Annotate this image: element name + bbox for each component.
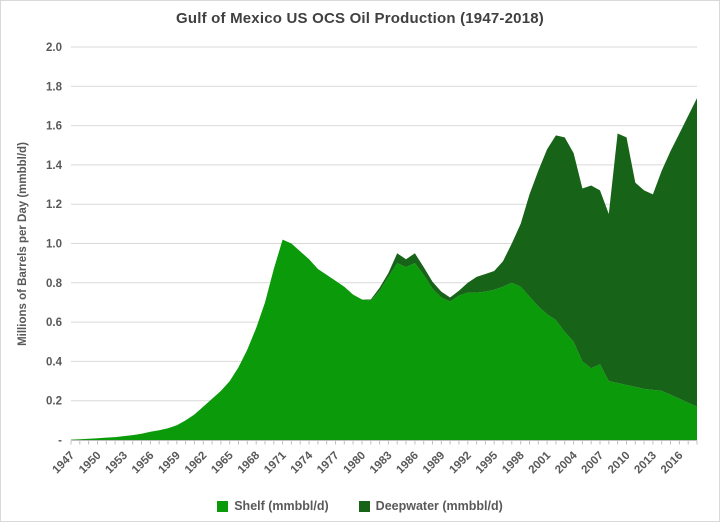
legend-label-shelf: Shelf (mmbbl/d) [234,499,329,513]
legend-swatch-deepwater [358,500,370,512]
svg-text:2013: 2013 [632,450,659,477]
legend-label-deepwater: Deepwater (mmbbl/d) [375,499,503,513]
svg-text:0.8: 0.8 [46,278,63,290]
svg-text:1.0: 1.0 [46,239,62,251]
y-tick-labels: - 0.2 0.4 0.6 0.8 1.0 1.2 1.4 1.6 1.8 2.0 [46,42,63,447]
area-shelf [71,239,697,440]
svg-text:1971: 1971 [262,449,289,476]
svg-text:1965: 1965 [209,449,236,476]
svg-text:1947: 1947 [51,450,78,477]
svg-text:0.6: 0.6 [46,317,62,329]
svg-text:1950: 1950 [77,450,104,477]
svg-text:2007: 2007 [580,450,607,477]
svg-text:1998: 1998 [500,449,527,476]
svg-text:1977: 1977 [315,450,342,477]
svg-text:-: - [58,435,62,447]
svg-text:2001: 2001 [527,449,554,476]
svg-text:1980: 1980 [342,450,369,477]
svg-text:1.4: 1.4 [46,160,63,172]
legend-item-shelf: Shelf (mmbbl/d) [217,499,329,513]
svg-text:2004: 2004 [553,449,580,476]
svg-text:1.2: 1.2 [46,199,62,211]
svg-text:0.4: 0.4 [46,356,63,368]
x-axis [70,440,698,445]
svg-text:1983: 1983 [368,450,395,477]
svg-text:0.2: 0.2 [46,396,62,408]
svg-text:1.6: 1.6 [46,121,62,133]
chart-title: Gulf of Mexico US OCS Oil Production (19… [175,10,544,27]
svg-text:1986: 1986 [394,450,421,477]
svg-text:2010: 2010 [606,450,633,477]
area-deepwater [71,98,697,440]
svg-text:1968: 1968 [236,449,263,476]
svg-text:1953: 1953 [103,450,130,477]
svg-text:2.0: 2.0 [46,42,62,54]
svg-text:1.8: 1.8 [46,81,63,93]
svg-text:1959: 1959 [156,450,183,477]
svg-text:1989: 1989 [421,450,448,477]
svg-text:1992: 1992 [447,450,474,477]
svg-text:1962: 1962 [183,450,210,477]
legend: Shelf (mmbbl/d) Deepwater (mmbbl/d) [1,499,719,513]
legend-item-deepwater: Deepwater (mmbbl/d) [358,499,503,513]
x-tick-labels: 1947 1950 1953 1956 1959 1962 1965 1968 1971 1974… [51,449,686,476]
legend-swatch-shelf [217,500,229,512]
svg-text:1956: 1956 [130,450,157,477]
svg-text:1974: 1974 [289,449,316,476]
svg-text:2016: 2016 [659,450,686,477]
svg-text:1995: 1995 [474,449,501,476]
